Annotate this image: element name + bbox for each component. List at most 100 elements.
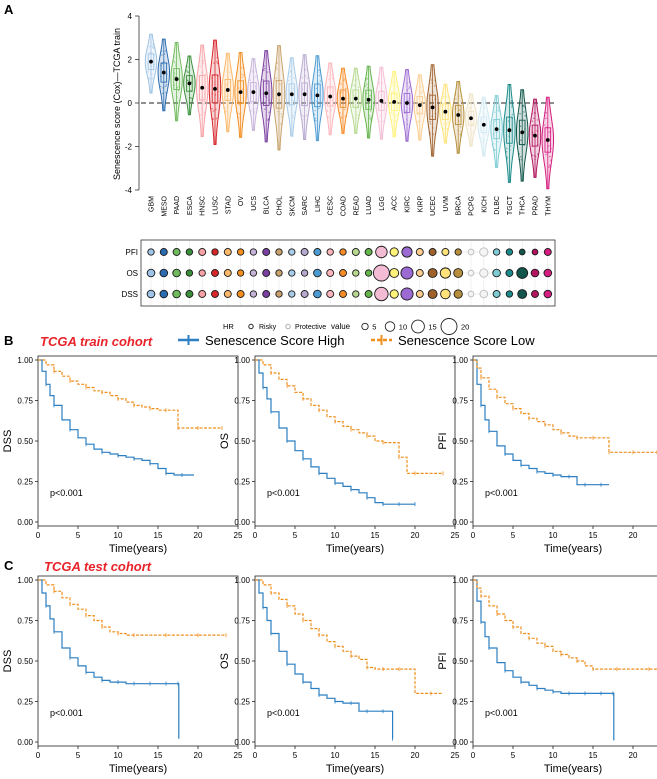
violin-point xyxy=(392,83,394,86)
km-x-tick-label: 15 xyxy=(154,751,163,760)
dot-dss-paad xyxy=(172,289,181,299)
violin-point xyxy=(203,111,206,114)
violin-point xyxy=(549,165,552,168)
violin-point xyxy=(416,123,418,126)
violin-point xyxy=(242,74,245,77)
violin-point xyxy=(326,109,329,112)
dot-row-label: PFI xyxy=(126,248,138,257)
dot-pfi-blca xyxy=(262,248,271,256)
violin-x-label: SKCM xyxy=(289,196,296,216)
violin-point xyxy=(531,120,534,122)
legend-protective-marker xyxy=(285,323,291,330)
violin-point xyxy=(200,113,202,116)
km-x-tick-label: 10 xyxy=(114,751,123,760)
km-x-tick-label: 10 xyxy=(331,751,340,760)
violin-point xyxy=(485,139,488,142)
violin-point xyxy=(241,88,244,91)
violin-point xyxy=(485,114,488,116)
violin-x-label: GBM xyxy=(149,196,156,212)
km-train-os: 0.00 0.25 0.50 0.75 1.00 0 5 10 15 20 25 Time(years… xyxy=(219,355,460,555)
km-x-label: Time(years) xyxy=(544,763,602,775)
violin-point xyxy=(549,155,551,158)
violin-point xyxy=(511,113,514,116)
dot-dss-pcpg xyxy=(467,290,475,298)
violin-point xyxy=(314,117,317,120)
violin-point xyxy=(494,120,497,122)
violin-point xyxy=(254,75,257,78)
legend-size-label: 20 xyxy=(461,323,469,332)
dot-pfi-kirc xyxy=(401,246,413,258)
violin-point xyxy=(441,96,444,99)
violin-point xyxy=(455,98,457,100)
dot-pfi-paad xyxy=(172,248,181,256)
violin-mean xyxy=(353,96,358,101)
km-x-tick-label: 5 xyxy=(76,531,81,540)
violin-x-label: CESC xyxy=(328,196,335,215)
km-frame xyxy=(37,355,239,527)
violin-point xyxy=(468,108,471,110)
violin-point xyxy=(330,109,332,111)
violin-point xyxy=(238,100,240,102)
violin-mean xyxy=(456,113,461,117)
violin-point xyxy=(216,62,219,65)
km-curve-high xyxy=(38,579,180,739)
violin-point xyxy=(191,98,193,100)
dot-os-ucs xyxy=(249,269,258,277)
violin-x-label: LUSC xyxy=(213,196,220,215)
violin-point xyxy=(420,92,422,94)
violin-y-tick-label: -4 xyxy=(125,186,133,195)
dot-pfi-brca xyxy=(454,248,462,256)
km-x-tick-label: 15 xyxy=(589,751,598,760)
violin-mean xyxy=(264,91,269,96)
km-y-label: PFI xyxy=(437,432,449,449)
violin-point xyxy=(511,103,513,106)
dot-dss-acc xyxy=(389,289,399,299)
dot-dss-uvm xyxy=(440,288,451,300)
dot-os-gbm xyxy=(146,268,156,278)
violin-point xyxy=(364,77,367,80)
violin-point xyxy=(279,83,281,85)
violin-point xyxy=(403,123,405,126)
violin-point xyxy=(288,72,290,74)
legend-protective-label: Protective xyxy=(295,324,326,331)
dot-dss-sarc xyxy=(300,290,309,298)
violin-point xyxy=(268,118,270,121)
violin-point xyxy=(531,154,534,157)
violin-point xyxy=(266,82,268,85)
violin-point xyxy=(459,133,462,135)
violin-point xyxy=(266,71,269,73)
violin-point xyxy=(344,115,347,117)
violin-x-labels: GBM MESO PAAD ESCA HNSC LUSC STAD OV UCS BLCA CHOL… xyxy=(149,195,553,216)
km-x-label: Time(years) xyxy=(109,543,167,555)
dot-os-brca xyxy=(453,268,464,278)
violin-point xyxy=(446,128,449,130)
violin-point xyxy=(275,77,277,79)
violin-point xyxy=(459,126,462,128)
km-x-tick-label: 15 xyxy=(371,531,380,540)
violin-mean xyxy=(417,103,422,108)
violin-point xyxy=(253,111,256,113)
violin-point xyxy=(199,65,201,68)
violin-point xyxy=(467,102,469,105)
legend-size-20 xyxy=(440,318,458,335)
violin-point xyxy=(341,117,343,119)
violin-point xyxy=(394,120,397,122)
dot-dss-luad xyxy=(364,290,373,298)
violin-mean xyxy=(149,59,153,64)
legend-size-label: 5 xyxy=(372,323,376,332)
violin-point xyxy=(191,100,194,102)
dot-pfi-hnsc xyxy=(198,248,207,256)
km-x-tick-label: 5 xyxy=(511,531,516,540)
violin-point xyxy=(165,91,167,94)
km-frame xyxy=(254,355,456,527)
violin-point xyxy=(225,83,228,86)
km-curve-high xyxy=(473,579,615,741)
km-x-tick-label: 25 xyxy=(451,751,460,760)
dot-dss-tgct xyxy=(505,290,514,298)
violin-point xyxy=(498,110,500,112)
violin-point xyxy=(480,111,483,113)
km-y-tick-label: 0.50 xyxy=(452,437,468,446)
violin-x-label: PCPG xyxy=(469,196,476,216)
dot-os-blca xyxy=(262,269,271,277)
violin-point xyxy=(391,81,394,84)
